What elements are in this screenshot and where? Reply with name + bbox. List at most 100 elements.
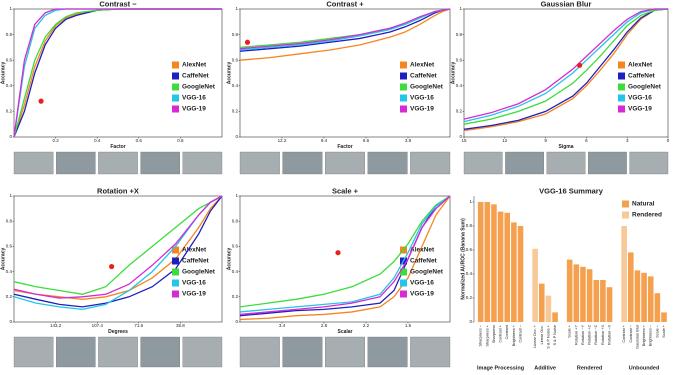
y-tick-label: 0 [9, 319, 12, 324]
category-label: Scale + [662, 324, 666, 338]
series-line [463, 8, 669, 132]
bar [497, 211, 504, 322]
y-tick-label: 0.6 [6, 57, 13, 62]
series-line [463, 8, 669, 130]
bar [606, 287, 613, 322]
legend-label: Natural [632, 201, 655, 208]
series-line [13, 195, 223, 308]
legend-label: GoogleNet [410, 269, 444, 276]
bar [552, 312, 558, 322]
y-tick-label: 1 [235, 6, 238, 11]
x-tick-label: 3.4 [279, 323, 286, 328]
x-tick-label: 9 [544, 138, 547, 143]
legend-swatch [618, 94, 625, 102]
thumbnail [182, 336, 223, 368]
legend-label: VGG-19 [628, 106, 652, 113]
x-tick-label: 0.8 [177, 138, 184, 143]
x-axis-label: Scalar [337, 329, 352, 335]
chart-title: Gaussian Blur [541, 0, 592, 8]
category-label: Scale + [568, 324, 572, 338]
legend-swatch [618, 83, 625, 91]
plot-frame [239, 8, 451, 138]
legend-swatch [618, 61, 625, 69]
category-label: Rotation +Z [588, 324, 592, 344]
legend-label: VGG-19 [410, 106, 434, 113]
bar [511, 222, 517, 322]
category-label: Sharpness − [479, 324, 483, 346]
marker-point [577, 62, 583, 68]
y-tick-label: 0.4 [466, 271, 473, 276]
series-line [13, 8, 222, 138]
legend-swatch [400, 268, 407, 276]
thumbnail [367, 151, 408, 175]
x-tick-label: 6.6 [363, 138, 370, 143]
legend-label: CaffeNet [182, 73, 210, 80]
x-tick-label: 2.8 [321, 323, 328, 328]
series-line [239, 195, 451, 316]
y-tick-label: 0.6 [466, 247, 473, 252]
y-axis-label: Accuracy [226, 248, 232, 271]
category-label: Rotation −X [608, 325, 612, 345]
thumbnail [325, 151, 365, 175]
thumbnail [410, 151, 451, 175]
x-tick-label: 0.4 [94, 138, 101, 143]
category-label: Sharpness [492, 325, 496, 343]
legend-swatch [172, 83, 179, 91]
x-axis-label: Degrees [108, 329, 128, 335]
legend-label: AlexNet [410, 62, 435, 69]
y-axis-label: Accuracy [226, 62, 232, 85]
series-line [239, 195, 451, 321]
x-tick-label: 12.2 [278, 138, 287, 143]
legend-swatch [172, 246, 179, 254]
legend-swatch [618, 105, 625, 113]
y-tick-label: 0.2 [232, 294, 239, 299]
bar [580, 266, 586, 322]
legend-label: AlexNet [182, 62, 207, 69]
y-tick-label: 0.6 [232, 57, 239, 62]
legend-label: AlexNet [182, 247, 207, 254]
y-axis-label: Normalized AUROC (Banana Sum) [460, 218, 466, 300]
y-tick-label: 0.8 [456, 32, 463, 37]
chart-title: Rotation +X [97, 186, 139, 195]
y-tick-label: 0 [235, 134, 238, 139]
thumbnail [325, 336, 365, 368]
bar [532, 248, 538, 322]
y-tick-label: 0.6 [456, 57, 463, 62]
x-tick-label: 143.2 [50, 323, 62, 328]
chart-title: Scale + [332, 186, 359, 195]
category-label: Contrast [505, 324, 509, 339]
bar [661, 312, 667, 322]
series-line [463, 8, 668, 123]
group-label: Rendered [577, 365, 602, 371]
legend-swatch [172, 257, 179, 265]
y-tick-label: 0.2 [232, 109, 239, 114]
y-tick-label: 0.2 [6, 109, 13, 114]
x-tick-label: 0.6 [136, 138, 143, 143]
series-line [239, 8, 451, 52]
bar [654, 293, 661, 322]
x-axis-label: Factor [337, 144, 352, 150]
legend-label: VGG-19 [410, 291, 434, 298]
thumbnail [140, 336, 180, 368]
y-tick-label: 0.2 [456, 109, 463, 114]
legend-swatch [400, 61, 407, 69]
thumbnail [98, 151, 138, 175]
legend-swatch [618, 72, 625, 80]
legend-label: VGG-19 [182, 291, 206, 298]
y-tick-label: 0.8 [232, 32, 239, 37]
series-line [13, 195, 223, 299]
thumbnail [98, 336, 138, 368]
thumbnail [239, 151, 280, 175]
y-tick-label: 0.4 [456, 83, 463, 88]
y-axis-label: Accuracy [0, 62, 6, 85]
bar [573, 264, 580, 322]
group-label: Additive [534, 365, 556, 371]
thumbnail [56, 151, 96, 175]
y-tick-label: 0.8 [232, 218, 239, 223]
thumbnail [505, 151, 544, 175]
legend-label: GoogleNet [182, 84, 216, 91]
legend-label: VGG-19 [182, 106, 206, 113]
thumbnail [182, 151, 223, 175]
x-tick-label: 107.4 [92, 323, 104, 328]
legend-swatch [172, 290, 179, 298]
